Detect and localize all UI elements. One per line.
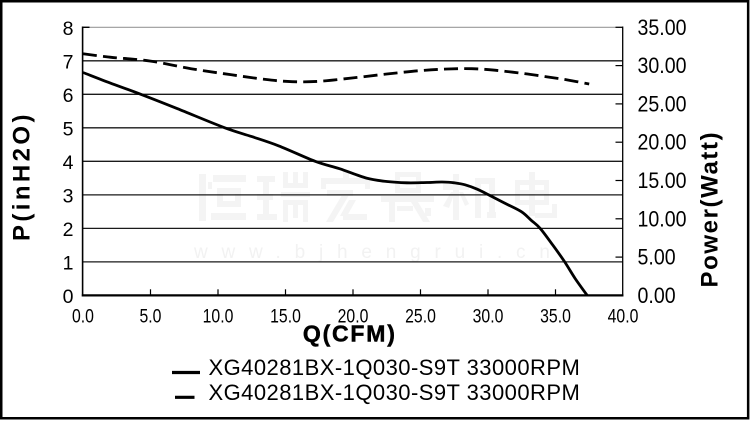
svg-text:15.0: 15.0 [270, 305, 301, 327]
svg-text:30.0: 30.0 [473, 305, 504, 327]
svg-text:20.0: 20.0 [338, 305, 369, 327]
svg-text:30.00: 30.00 [638, 54, 687, 79]
svg-text:P(inH2O): P(inH2O) [9, 111, 36, 241]
svg-text:4: 4 [63, 152, 74, 174]
svg-text:Q(CFM): Q(CFM) [303, 320, 397, 346]
svg-text:40.0: 40.0 [608, 305, 639, 327]
svg-text:5: 5 [63, 119, 74, 141]
svg-text:XG40281BX-1Q030-S9T 33000RPM: XG40281BX-1Q030-S9T 33000RPM [209, 355, 581, 380]
svg-text:0.0: 0.0 [72, 305, 94, 327]
svg-text:Power(Watt): Power(Watt) [697, 131, 724, 288]
svg-text:20.00: 20.00 [638, 130, 687, 155]
svg-text:0: 0 [63, 286, 74, 308]
svg-text:1: 1 [63, 253, 74, 275]
svg-text:XG40281BX-1Q030-S9T 33000RPM: XG40281BX-1Q030-S9T 33000RPM [209, 380, 581, 405]
svg-text:5.0: 5.0 [140, 305, 162, 327]
svg-text:3: 3 [63, 186, 74, 208]
svg-text:10.0: 10.0 [203, 305, 234, 327]
svg-text:25.0: 25.0 [405, 305, 436, 327]
svg-text:15.00: 15.00 [638, 169, 687, 194]
svg-text:5.00: 5.00 [638, 245, 676, 270]
svg-text:0.00: 0.00 [638, 284, 676, 309]
svg-text:35.0: 35.0 [540, 305, 571, 327]
svg-text:2: 2 [63, 219, 74, 241]
svg-text:7: 7 [63, 52, 74, 74]
svg-text:35.00: 35.00 [638, 16, 687, 41]
svg-text:www.bjhengrui.cn: www.bjhengrui.cn [193, 242, 564, 263]
svg-text:25.00: 25.00 [638, 92, 687, 117]
svg-text:10.00: 10.00 [638, 207, 687, 232]
svg-text:6: 6 [63, 85, 74, 107]
svg-text:8: 8 [63, 18, 74, 40]
